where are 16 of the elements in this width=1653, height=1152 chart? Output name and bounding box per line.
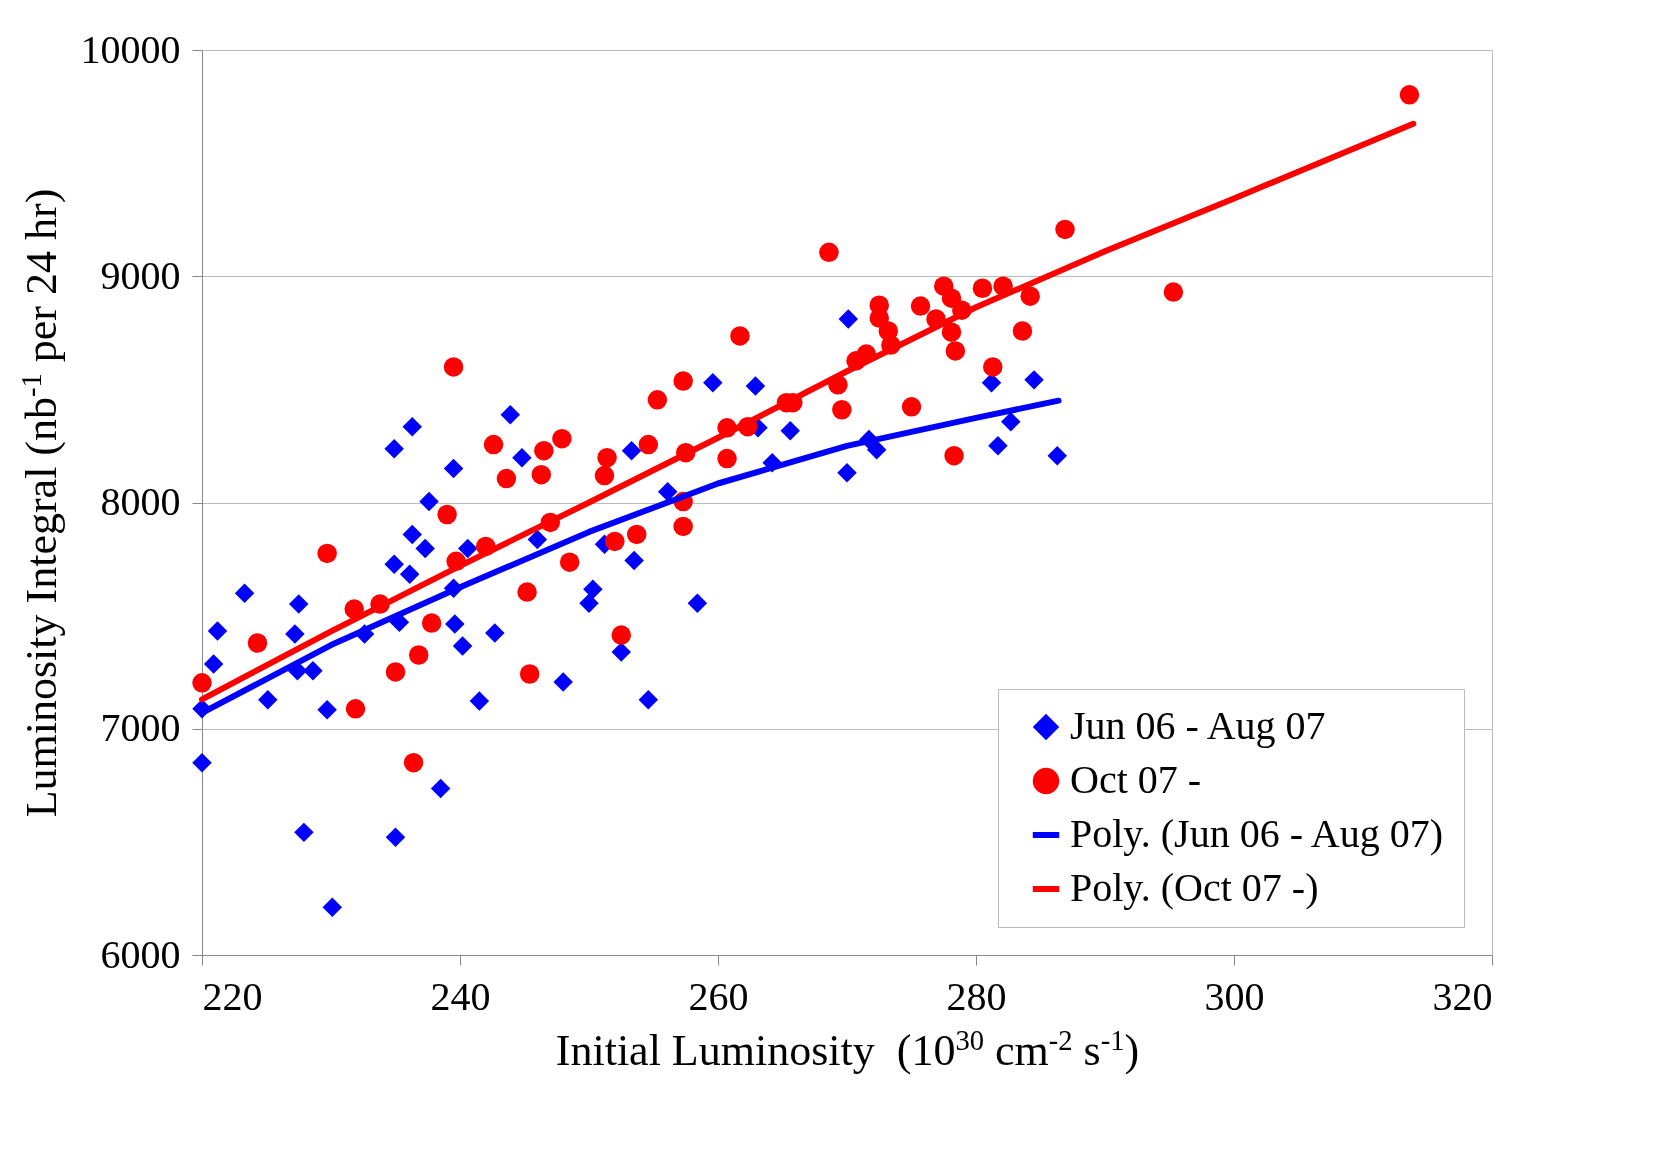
legend-label: Poly. (Oct 07 -) <box>1070 865 1319 910</box>
x-tick-label: 320 <box>1432 973 1493 1019</box>
y-tick-label: 9000 <box>100 252 181 298</box>
y-tick-label: 10000 <box>80 26 181 72</box>
y-tick-label: 7000 <box>100 705 181 751</box>
x-tick-label: 280 <box>946 973 1007 1019</box>
legend-label: Poly. (Jun 06 - Aug 07) <box>1070 811 1443 856</box>
legend-label: Jun 06 - Aug 07 <box>1070 703 1326 748</box>
x-tick-label: 300 <box>1204 973 1265 1019</box>
x-axis-title: Initial Luminosity (10$^{30}$ cm$^{-2}$ s$^{-1}$) <box>555 1024 1140 1075</box>
x-tick-label: 260 <box>688 973 749 1019</box>
legend-label: Oct 07 - <box>1070 757 1202 802</box>
y-tick-label: 8000 <box>100 479 181 524</box>
y-tick-label: 6000 <box>100 931 181 977</box>
x-tick-label: 220 <box>202 973 263 1019</box>
x-tick-label: 240 <box>430 973 491 1019</box>
